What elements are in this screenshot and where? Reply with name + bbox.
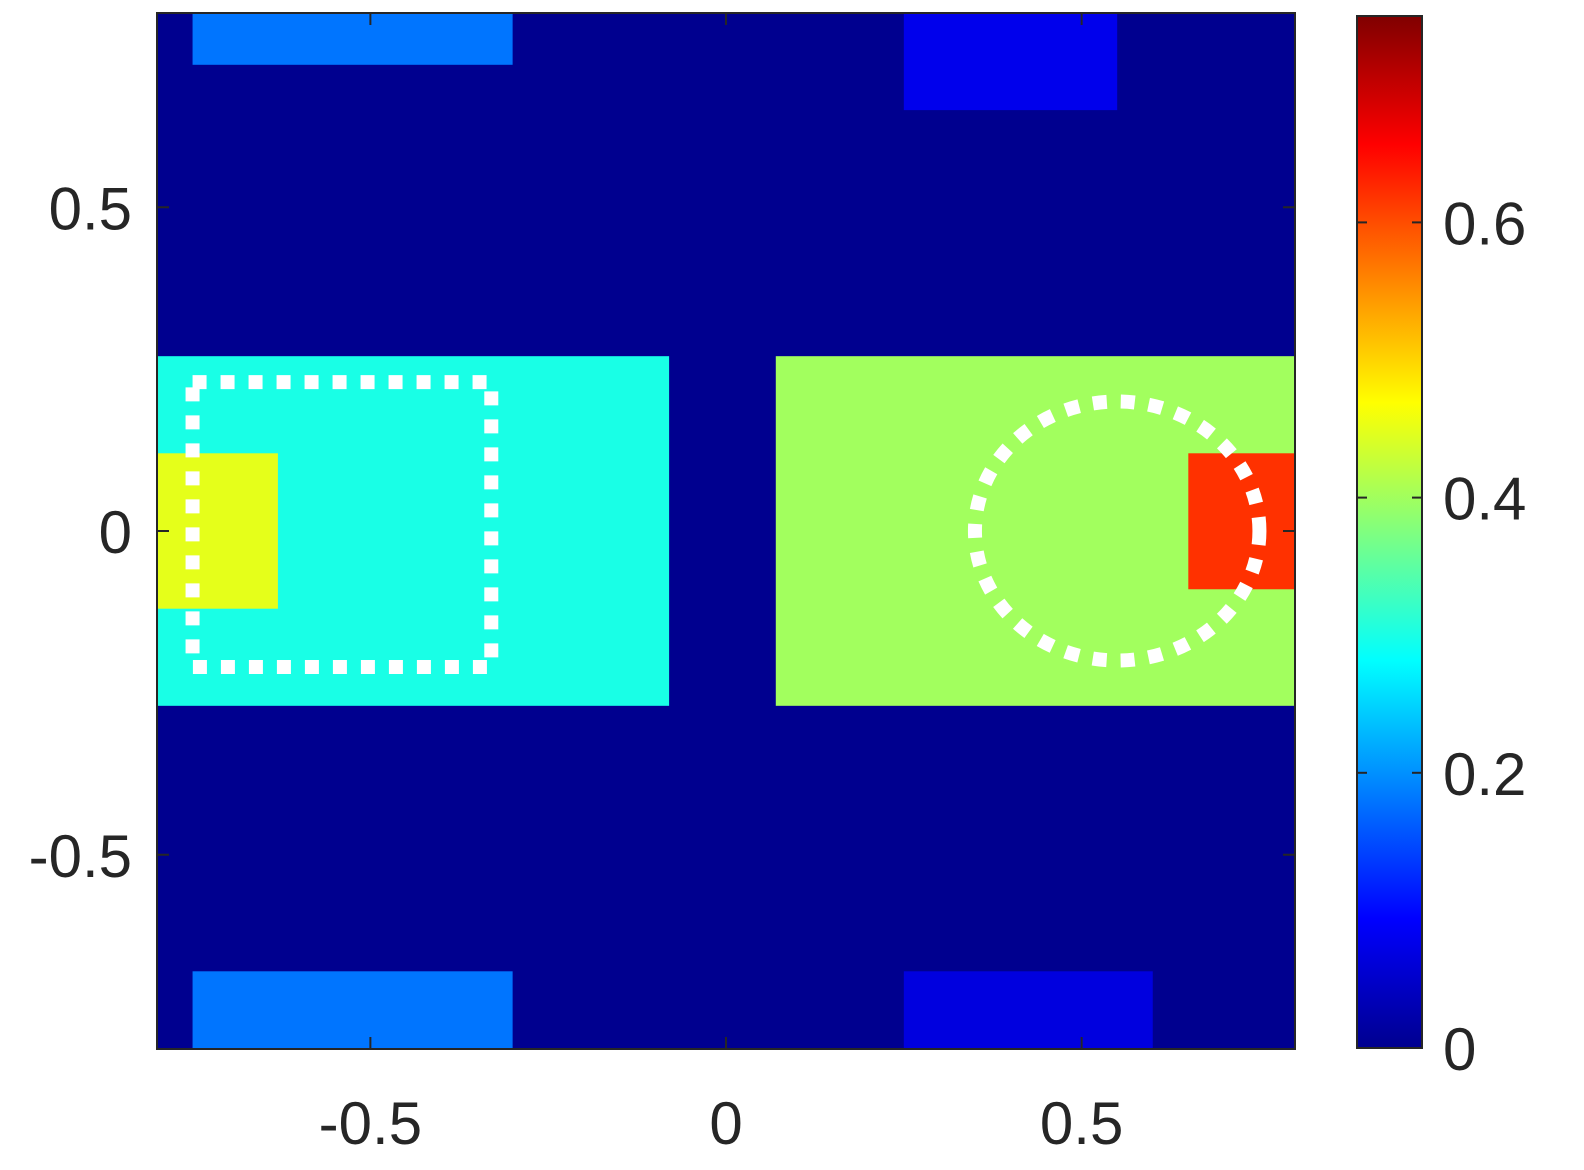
x-tick-label: 0.5 <box>1040 1090 1123 1157</box>
dotted-rectangle-annotation <box>185 375 499 674</box>
x-tick-label: -0.5 <box>319 1090 422 1157</box>
colorbar-tick-label: 0.6 <box>1443 190 1526 257</box>
heatmap-region-1 <box>192 13 513 65</box>
heatmap-region-3 <box>192 971 513 1049</box>
colorbar-ticks: 0 0.2 0.4 0.6 <box>1357 190 1526 1083</box>
colorbar-tick-label: 0.2 <box>1443 741 1526 808</box>
colorbar: 0 0.2 0.4 0.6 <box>1356 15 1526 1083</box>
colorbar-tick-label: 0 <box>1443 1016 1476 1083</box>
heatmap-region-4 <box>903 971 1153 1049</box>
heatmap-region-6 <box>157 453 278 609</box>
colorbar-gradient <box>1357 16 1422 1048</box>
heatmap-region-2 <box>903 13 1118 111</box>
y-tick-label: -0.5 <box>29 823 132 890</box>
y-axis: 0.5 0 -0.5 <box>29 175 1295 890</box>
y-tick-label: 0 <box>99 499 132 566</box>
dotted-circle-annotation <box>967 394 1267 668</box>
y-tick-label: 0.5 <box>49 175 132 242</box>
x-tick-label: 0 <box>709 1090 742 1157</box>
colorbar-frame <box>1356 15 1423 1049</box>
x-axis: -0.5 0 0.5 <box>319 13 1123 1157</box>
annotations <box>185 375 1267 674</box>
colorbar-tick-label: 0.4 <box>1443 466 1526 533</box>
heatmap-cells <box>157 13 1295 1049</box>
plot-area: -0.5 0 0.5 0.5 0 -0.5 <box>29 12 1296 1157</box>
